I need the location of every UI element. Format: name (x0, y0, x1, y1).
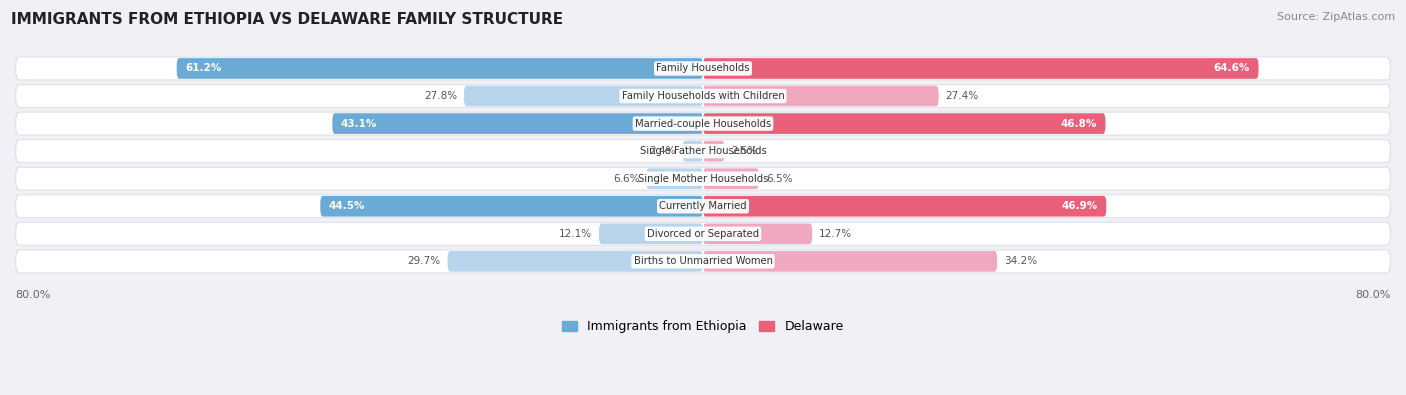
Text: Currently Married: Currently Married (659, 201, 747, 211)
Text: 80.0%: 80.0% (15, 290, 51, 300)
Text: Married-couple Households: Married-couple Households (636, 118, 770, 129)
Text: Single Mother Households: Single Mother Households (638, 174, 768, 184)
FancyBboxPatch shape (15, 84, 1391, 108)
Text: 61.2%: 61.2% (186, 64, 222, 73)
Text: 12.1%: 12.1% (560, 229, 592, 239)
FancyBboxPatch shape (15, 112, 1391, 135)
FancyBboxPatch shape (15, 194, 1391, 218)
Text: 6.6%: 6.6% (613, 174, 640, 184)
FancyBboxPatch shape (703, 168, 759, 189)
FancyBboxPatch shape (682, 141, 703, 162)
Text: 64.6%: 64.6% (1213, 64, 1250, 73)
Text: 2.5%: 2.5% (731, 146, 758, 156)
Text: Single Father Households: Single Father Households (640, 146, 766, 156)
FancyBboxPatch shape (599, 224, 703, 244)
FancyBboxPatch shape (17, 140, 1389, 162)
FancyBboxPatch shape (15, 167, 1391, 191)
FancyBboxPatch shape (17, 113, 1389, 134)
Text: 6.5%: 6.5% (766, 174, 792, 184)
FancyBboxPatch shape (332, 113, 703, 134)
Text: 80.0%: 80.0% (1355, 290, 1391, 300)
FancyBboxPatch shape (447, 251, 703, 272)
FancyBboxPatch shape (17, 196, 1389, 217)
FancyBboxPatch shape (17, 223, 1389, 245)
FancyBboxPatch shape (15, 222, 1391, 246)
FancyBboxPatch shape (15, 139, 1391, 163)
FancyBboxPatch shape (703, 196, 1107, 216)
Text: 46.8%: 46.8% (1060, 118, 1097, 129)
FancyBboxPatch shape (17, 250, 1389, 272)
Text: Family Households with Children: Family Households with Children (621, 91, 785, 101)
FancyBboxPatch shape (703, 86, 939, 106)
Legend: Immigrants from Ethiopia, Delaware: Immigrants from Ethiopia, Delaware (557, 316, 849, 339)
FancyBboxPatch shape (703, 224, 813, 244)
Text: 2.4%: 2.4% (650, 146, 675, 156)
Text: 34.2%: 34.2% (1004, 256, 1038, 266)
Text: 29.7%: 29.7% (408, 256, 440, 266)
Text: Family Households: Family Households (657, 64, 749, 73)
FancyBboxPatch shape (703, 141, 724, 162)
FancyBboxPatch shape (464, 86, 703, 106)
FancyBboxPatch shape (17, 168, 1389, 190)
Text: 44.5%: 44.5% (329, 201, 366, 211)
FancyBboxPatch shape (321, 196, 703, 216)
FancyBboxPatch shape (177, 58, 703, 79)
Text: 27.8%: 27.8% (425, 91, 457, 101)
Text: Source: ZipAtlas.com: Source: ZipAtlas.com (1277, 12, 1395, 22)
FancyBboxPatch shape (703, 58, 1258, 79)
FancyBboxPatch shape (15, 56, 1391, 81)
Text: Births to Unmarried Women: Births to Unmarried Women (634, 256, 772, 266)
FancyBboxPatch shape (703, 251, 997, 272)
Text: 43.1%: 43.1% (340, 118, 377, 129)
FancyBboxPatch shape (17, 58, 1389, 79)
FancyBboxPatch shape (15, 249, 1391, 273)
FancyBboxPatch shape (17, 85, 1389, 107)
FancyBboxPatch shape (647, 168, 703, 189)
FancyBboxPatch shape (703, 113, 1105, 134)
Text: Divorced or Separated: Divorced or Separated (647, 229, 759, 239)
Text: 46.9%: 46.9% (1062, 201, 1098, 211)
Text: 12.7%: 12.7% (820, 229, 852, 239)
Text: 27.4%: 27.4% (945, 91, 979, 101)
Text: IMMIGRANTS FROM ETHIOPIA VS DELAWARE FAMILY STRUCTURE: IMMIGRANTS FROM ETHIOPIA VS DELAWARE FAM… (11, 12, 564, 27)
